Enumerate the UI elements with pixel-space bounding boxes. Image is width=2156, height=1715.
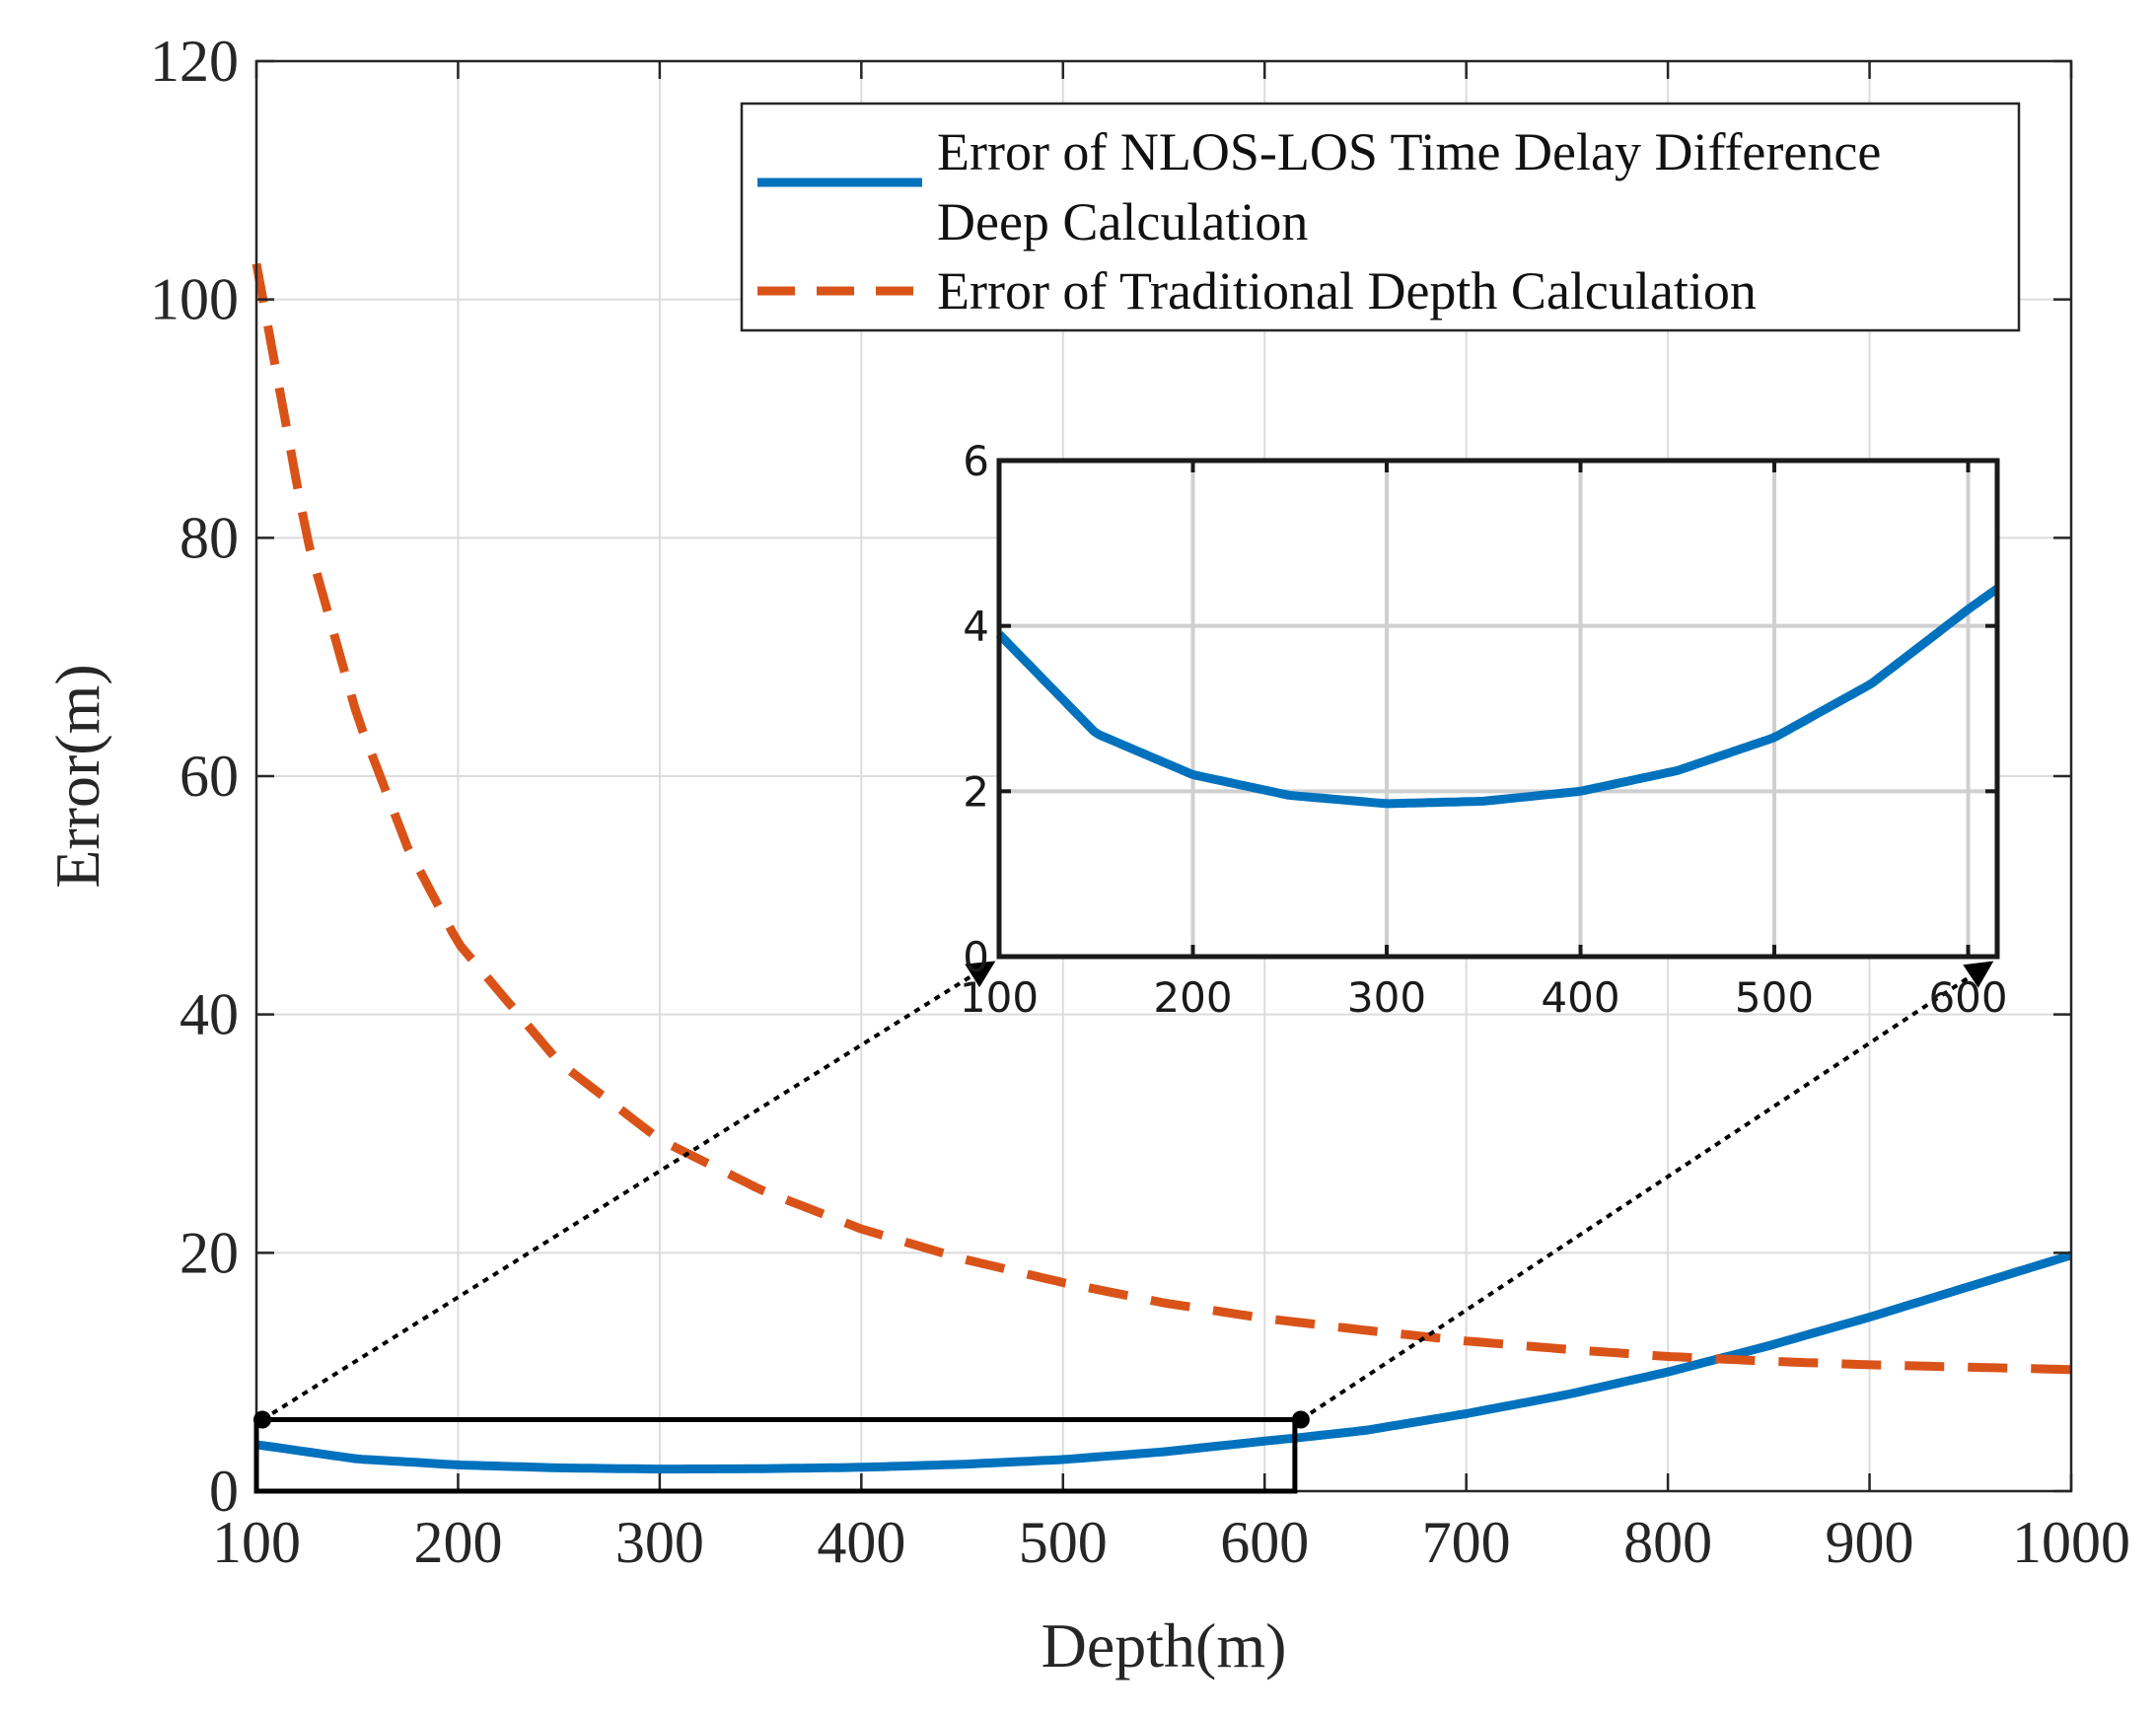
x-tick-label: 1000 bbox=[2012, 1510, 2130, 1575]
inset-background bbox=[999, 461, 1997, 957]
main-series bbox=[252, 262, 2073, 1474]
inset-x-tick-label: 500 bbox=[1735, 973, 1814, 1022]
inset-y-tick-label: 6 bbox=[963, 437, 989, 485]
y-tick-label: 20 bbox=[180, 1220, 239, 1285]
series-line-1 bbox=[252, 262, 2072, 1375]
y-tick-label: 0 bbox=[209, 1459, 239, 1524]
y-tick-label: 40 bbox=[180, 982, 239, 1047]
inset-x-tick-label: 600 bbox=[1928, 973, 2007, 1022]
inset-y-tick-label: 2 bbox=[963, 767, 989, 816]
x-tick-label: 800 bbox=[1623, 1510, 1712, 1575]
inset-x-tick-label: 400 bbox=[1541, 973, 1619, 1022]
main-tick-labels: 100 200 300 400 500 600 700 800 900 1000020406080… bbox=[150, 29, 2130, 1575]
legend-box bbox=[740, 102, 2021, 332]
legend: Error of NLOS-LOS Time Delay Difference … bbox=[740, 102, 2021, 332]
inset-tick-labels: 100 200 300 400 500 600 0 2 4 6 bbox=[960, 437, 2008, 1022]
legend-label-1: Error of Traditional Depth Calculation bbox=[937, 261, 1757, 321]
x-tick-label: 100 bbox=[212, 1510, 301, 1575]
inset-y-tick-label: 4 bbox=[963, 603, 989, 651]
legend-label-0-line-1: Error of NLOS-LOS Time Delay Difference bbox=[937, 122, 1881, 181]
x-axis-label: Depth(m) bbox=[1042, 1610, 1287, 1680]
inset-ticks bbox=[997, 459, 1997, 959]
x-tick-label: 500 bbox=[1019, 1510, 1108, 1575]
zoom-connectors bbox=[253, 961, 1994, 1429]
zoom-region-rect bbox=[253, 1417, 1298, 1494]
inset-plot: 100 200 300 400 500 600 0 2 4 6 bbox=[960, 437, 2008, 1022]
inset-y-tick-label: 0 bbox=[963, 933, 989, 981]
inset-x-tick-label: 300 bbox=[1347, 973, 1426, 1022]
x-tick-label: 200 bbox=[413, 1510, 502, 1575]
connector-arrow bbox=[260, 961, 996, 1422]
y-tick-label: 100 bbox=[150, 267, 239, 332]
main-ticks bbox=[254, 59, 2073, 1493]
inset-x-tick-label: 100 bbox=[960, 973, 1039, 1022]
y-axis-label: Error(m) bbox=[42, 664, 112, 888]
x-tick-label: 600 bbox=[1220, 1510, 1309, 1575]
inset-frame bbox=[996, 458, 2000, 960]
x-tick-label: 400 bbox=[817, 1510, 905, 1575]
connector-arrow bbox=[1299, 961, 1994, 1422]
x-tick-label: 300 bbox=[615, 1510, 704, 1575]
inset-series-line bbox=[995, 585, 2000, 809]
inset-x-tick-label: 200 bbox=[1153, 973, 1232, 1022]
legend-label-0-line-2: Deep Calculation bbox=[937, 192, 1308, 251]
y-tick-label: 80 bbox=[180, 505, 239, 570]
y-tick-label: 60 bbox=[180, 744, 239, 809]
series-line-0 bbox=[255, 1251, 2073, 1474]
y-tick-label: 120 bbox=[150, 29, 239, 94]
inset-series bbox=[995, 585, 2000, 809]
x-tick-label: 900 bbox=[1826, 1510, 1914, 1575]
x-tick-label: 700 bbox=[1422, 1510, 1511, 1575]
